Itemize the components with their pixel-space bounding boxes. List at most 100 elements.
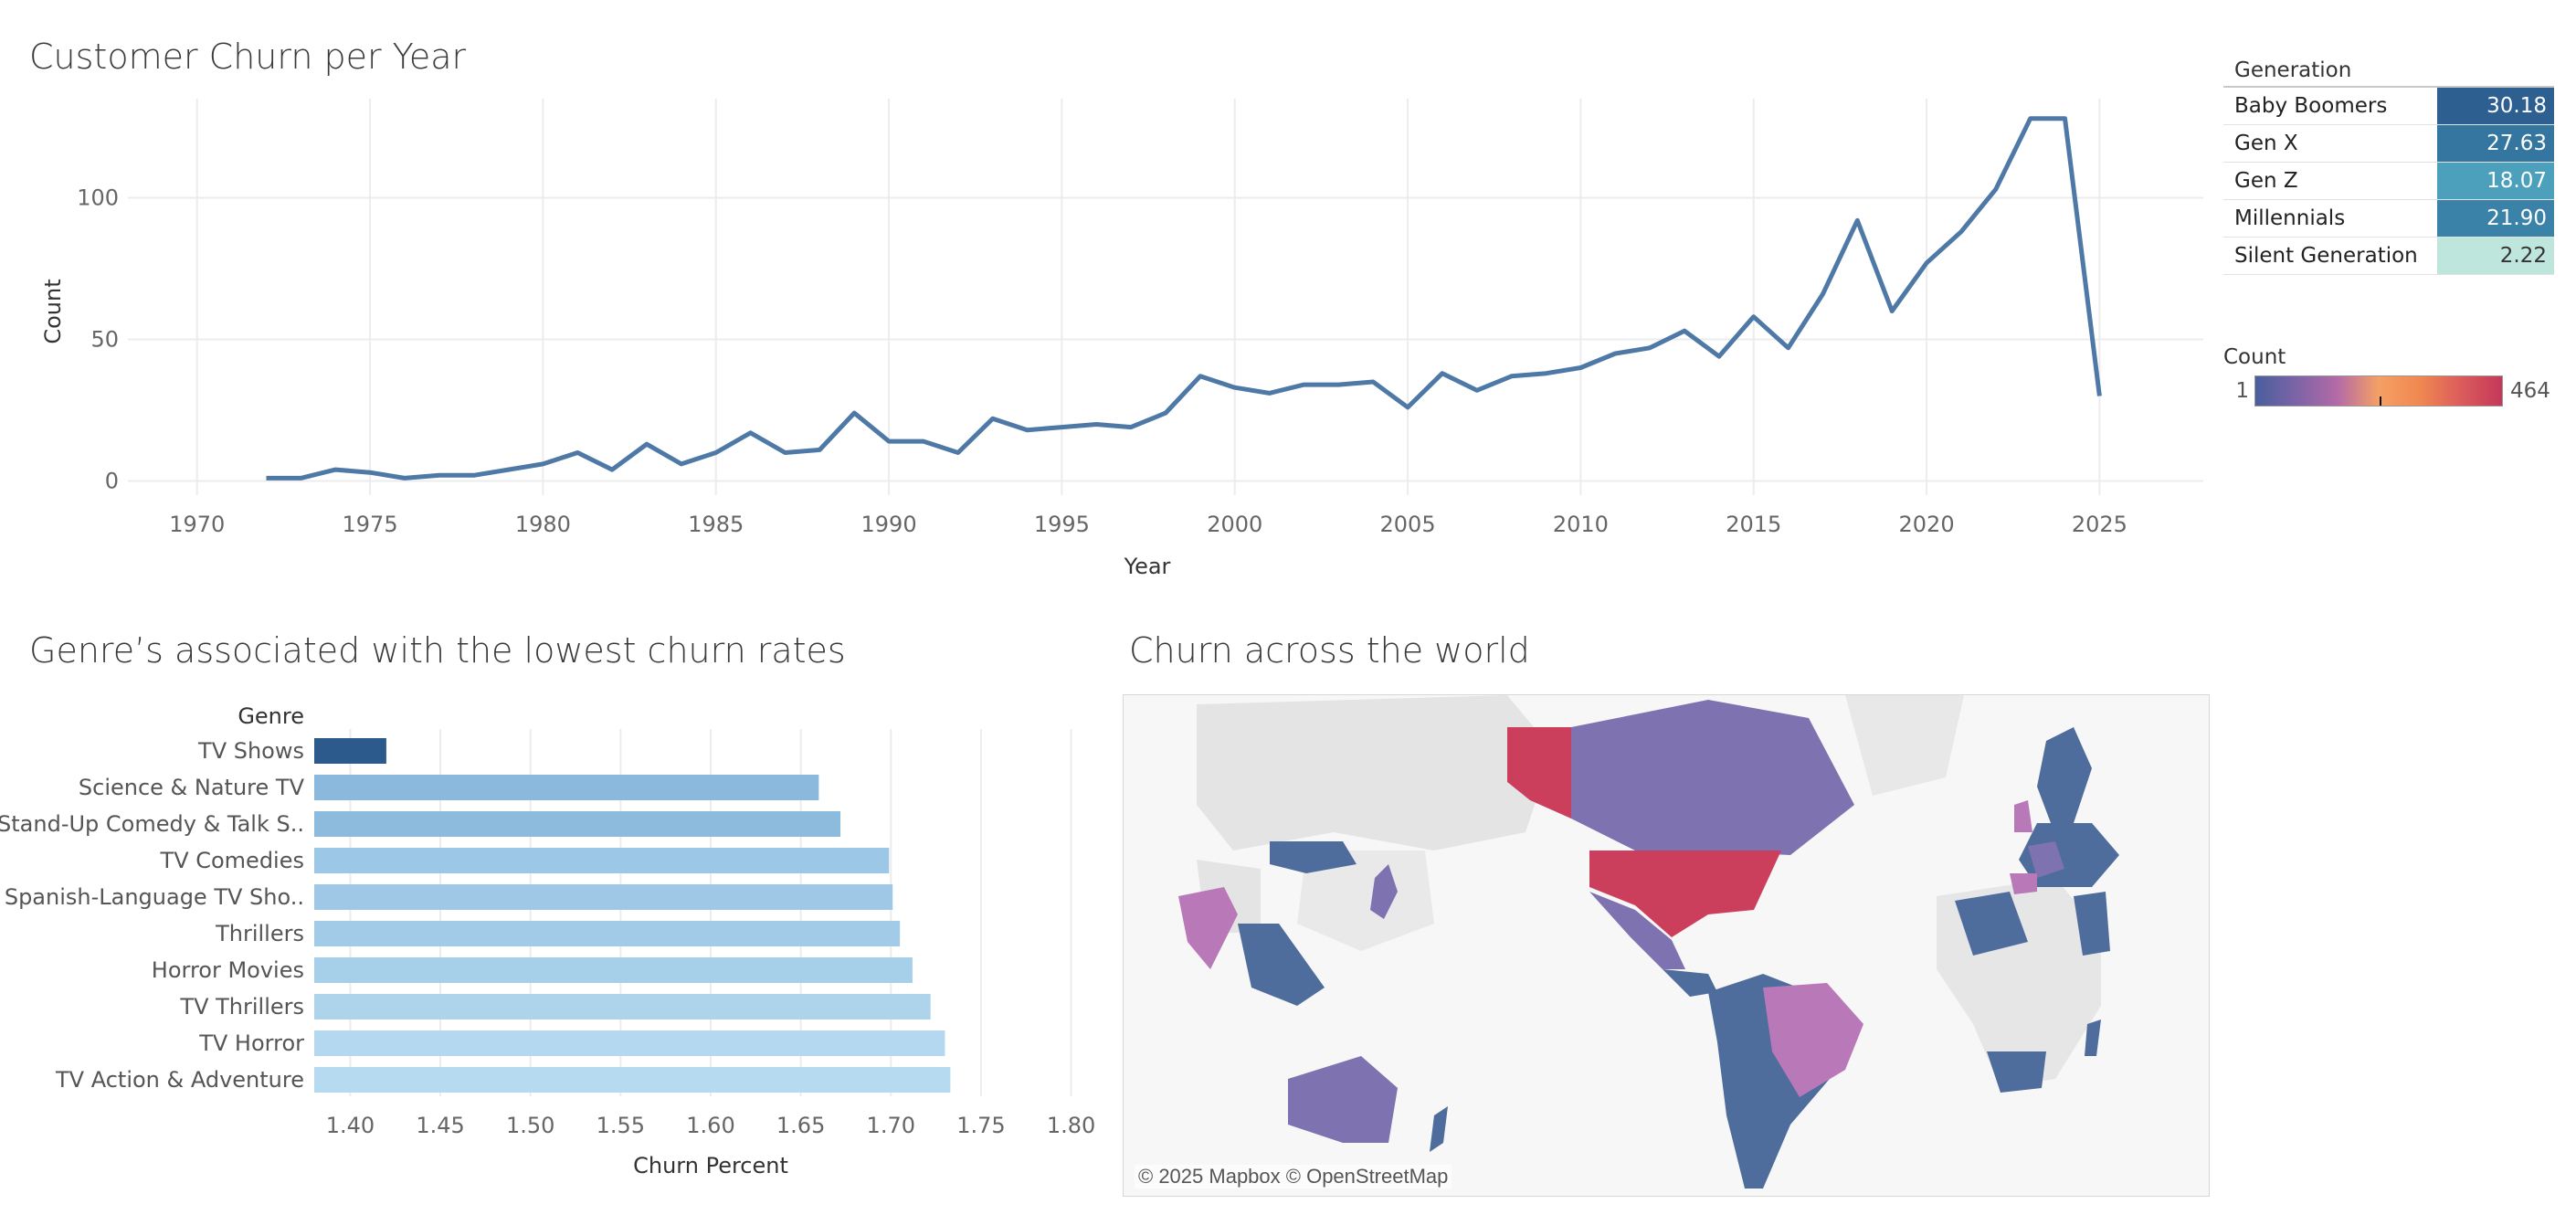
chart-title-world: Churn across the world — [1129, 630, 1530, 671]
genre-label: TV Thrillers — [179, 994, 304, 1020]
x-tick-label: 1.60 — [686, 1113, 734, 1138]
genre-bar — [314, 848, 890, 873]
table-row[interactable]: Millennials 21.90 — [2223, 200, 2554, 238]
genre-label: Thrillers — [215, 921, 304, 946]
chart-title-genres: Genre’s associated with the lowest churn… — [29, 630, 846, 671]
genre-bar — [314, 921, 901, 946]
country-madagascar — [2085, 1020, 2101, 1056]
country-scandinavia — [2037, 727, 2092, 823]
generation-value: 27.63 — [2437, 125, 2554, 162]
country-egypt — [2074, 892, 2110, 956]
country-new-zealand — [1430, 1106, 1448, 1152]
x-tick-label: 1990 — [861, 512, 917, 537]
genre-bar — [314, 1030, 945, 1056]
x-tick-label: 2015 — [1726, 512, 1781, 537]
x-tick-label: 1.40 — [326, 1113, 375, 1138]
world-map[interactable]: © 2025 Mapbox © OpenStreetMap — [1123, 694, 2210, 1197]
generation-value: 30.18 — [2437, 88, 2554, 124]
x-tick-label: 1.45 — [416, 1113, 464, 1138]
x-tick-label: 2005 — [1380, 512, 1436, 537]
count-color-legend: Count 1 464 — [2223, 345, 2554, 409]
x-tick-label: 1975 — [343, 512, 398, 537]
generation-table: Generation Baby Boomers 30.18 Gen X 27.6… — [2223, 55, 2554, 275]
world-map-svg — [1178, 695, 2119, 1189]
genre-label: Science & Nature TV — [79, 775, 305, 800]
genre-label: TV Action & Adventure — [55, 1067, 304, 1093]
genre-label: TV Comedies — [160, 848, 304, 873]
generation-name: Millennials — [2234, 206, 2346, 230]
generation-value: 2.22 — [2437, 238, 2554, 274]
x-tick-label: 2020 — [1899, 512, 1955, 537]
country-france — [2028, 841, 2064, 878]
country-australia — [1288, 1056, 1398, 1143]
count-legend-marker — [2380, 396, 2381, 406]
count-legend-min: 1 — [2235, 379, 2249, 403]
country-south-africa — [1987, 1051, 2046, 1093]
y-axis-title: Genre — [238, 703, 304, 729]
table-row[interactable]: Silent Generation 2.22 — [2223, 238, 2554, 275]
x-tick-label: 1.75 — [956, 1113, 1005, 1138]
x-axis-label: Churn Percent — [633, 1153, 788, 1178]
chart-title-churn-per-year: Customer Churn per Year — [29, 37, 467, 77]
genre-bar — [314, 994, 931, 1020]
country-north-africa — [1955, 892, 2028, 956]
country-uk — [2014, 800, 2032, 832]
x-tick-label: 1.70 — [867, 1113, 915, 1138]
generation-value: 18.07 — [2437, 163, 2554, 199]
y-tick-label: 100 — [77, 185, 119, 211]
x-tick-label: 1970 — [169, 512, 225, 537]
genre-bar — [314, 884, 893, 910]
country-mexico — [1589, 892, 1685, 969]
count-legend-title: Count — [2223, 345, 2286, 369]
country-central-america — [1663, 969, 1717, 997]
x-tick-label: 1.55 — [596, 1113, 645, 1138]
genre-bar — [314, 738, 386, 764]
country-usa — [1589, 850, 1781, 937]
x-tick-label: 2000 — [1207, 512, 1262, 537]
generation-name: Silent Generation — [2234, 244, 2418, 268]
country-se-asia — [1238, 924, 1325, 1006]
x-tick-label: 1.50 — [506, 1113, 554, 1138]
country-alaska — [1507, 727, 1571, 819]
x-axis-label: Year — [1124, 554, 1171, 579]
x-tick-label: 1.80 — [1047, 1113, 1095, 1138]
genre-label: TV Horror — [198, 1030, 304, 1056]
country-mongolia — [1270, 841, 1357, 873]
churn-line-series — [266, 116, 2102, 481]
x-tick-label: 1985 — [688, 512, 744, 537]
table-row[interactable]: Baby Boomers 30.18 — [2223, 88, 2554, 125]
country-spain — [2010, 873, 2037, 894]
genre-label: TV Shows — [197, 738, 304, 764]
x-tick-label: 2010 — [1553, 512, 1609, 537]
land-china — [1297, 850, 1434, 951]
map-attribution: © 2025 Mapbox © OpenStreetMap — [1135, 1165, 1452, 1189]
generation-name: Gen X — [2234, 132, 2298, 155]
genre-bar — [314, 957, 913, 983]
y-axis-label: Count — [40, 279, 66, 343]
country-canada — [1571, 700, 1854, 855]
generation-name: Baby Boomers — [2234, 94, 2388, 118]
genre-bar — [314, 1067, 951, 1093]
generation-name: Gen Z — [2234, 169, 2298, 193]
country-india — [1178, 887, 1238, 969]
table-row[interactable]: Gen Z 18.07 — [2223, 163, 2554, 200]
bar-chart[interactable]: 1.40 1.45 1.50 1.55 1.60 1.65 1.70 1.75 1.80 Chur… — [0, 694, 1114, 1188]
table-row[interactable]: Gen X 27.63 — [2223, 125, 2554, 163]
genre-label: Spanish-Language TV Sho.. — [5, 884, 304, 910]
genre-label: Stand-Up Comedy & Talk S.. — [0, 811, 304, 837]
land-russia — [1197, 695, 1553, 850]
x-tick-label: 1.65 — [776, 1113, 825, 1138]
line-chart[interactable]: 1970 1975 1980 1985 1990 1995 2000 2005 2010 2015… — [0, 82, 2211, 603]
count-gradient-bar — [2254, 375, 2503, 407]
country-japan — [1370, 864, 1398, 919]
country-brazil — [1763, 983, 1863, 1097]
x-tick-label: 2025 — [2072, 512, 2127, 537]
genre-label: Horror Movies — [152, 957, 304, 983]
generation-table-header: Generation — [2223, 55, 2554, 88]
y-tick-label: 50 — [90, 327, 119, 353]
x-tick-label: 1980 — [515, 512, 571, 537]
generation-value: 21.90 — [2437, 200, 2554, 237]
genre-bar — [314, 775, 819, 800]
land-greenland — [1845, 695, 1964, 796]
count-legend-max: 464 — [2510, 379, 2550, 403]
